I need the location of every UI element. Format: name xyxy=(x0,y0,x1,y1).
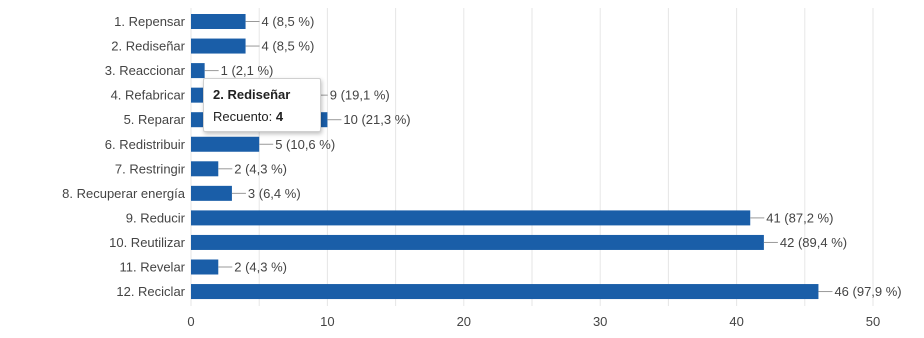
data-label: 3 (6,4 %) xyxy=(248,186,301,201)
tooltip-category: 2. Rediseñar xyxy=(213,87,291,102)
category-label: 5. Reparar xyxy=(124,112,186,127)
category-label: 7. Restringir xyxy=(115,161,186,176)
category-label: 8. Recuperar energía xyxy=(62,186,186,201)
bar xyxy=(191,185,232,201)
x-tick-label: 20 xyxy=(457,314,471,329)
category-label: 12. Reciclar xyxy=(116,284,185,299)
bar xyxy=(191,161,219,177)
labels: 0 10 20 30 40 50 1. Repensar 4 (8,5 %) 2. Redise… xyxy=(62,14,902,329)
category-label: 4. Refabricar xyxy=(111,88,186,103)
x-tick-label: 50 xyxy=(866,314,880,329)
data-label: 4 (8,5 %) xyxy=(262,14,315,29)
data-label: 2 (4,3 %) xyxy=(234,260,287,275)
data-label: 5 (10,6 %) xyxy=(275,137,335,152)
bar xyxy=(191,210,751,226)
x-tick-label: 40 xyxy=(729,314,743,329)
data-label: 46 (97,9 %) xyxy=(834,284,901,299)
data-label: 2 (4,3 %) xyxy=(234,161,287,176)
bar xyxy=(191,14,246,29)
data-label: 10 (21,3 %) xyxy=(343,112,410,127)
tooltip-count-row: Recuento: 4 xyxy=(213,109,320,124)
hover-tooltip: 2. Rediseñar Recuento: 4 xyxy=(203,78,321,132)
data-label: 4 (8,5 %) xyxy=(262,39,315,54)
bar xyxy=(191,38,246,54)
x-tick-label: 30 xyxy=(593,314,607,329)
category-label: 9. Reducir xyxy=(126,210,186,225)
bar xyxy=(191,63,205,79)
category-label: 10. Reutilizar xyxy=(109,235,186,250)
bar xyxy=(191,259,219,275)
bars xyxy=(191,14,819,300)
category-label: 2. Rediseñar xyxy=(111,39,185,54)
tooltip-count-value: 4 xyxy=(275,109,284,124)
bar xyxy=(191,284,819,300)
category-label: 6. Redistribuir xyxy=(105,137,186,152)
data-label: 41 (87,2 %) xyxy=(766,210,833,225)
bar xyxy=(191,234,764,250)
data-label: 9 (19,1 %) xyxy=(330,88,390,103)
gridlines xyxy=(190,8,874,306)
category-label: 11. Revelar xyxy=(119,260,185,275)
category-label: 3. Reaccionar xyxy=(105,63,186,78)
x-tick-label: 0 xyxy=(187,314,194,329)
x-tick-label: 10 xyxy=(320,314,334,329)
bar xyxy=(191,136,260,152)
category-label: 1. Repensar xyxy=(114,14,185,29)
data-label: 42 (89,4 %) xyxy=(780,235,847,250)
data-label: 1 (2,1 %) xyxy=(221,63,274,78)
tooltip-count-label: Recuento: xyxy=(213,109,273,124)
